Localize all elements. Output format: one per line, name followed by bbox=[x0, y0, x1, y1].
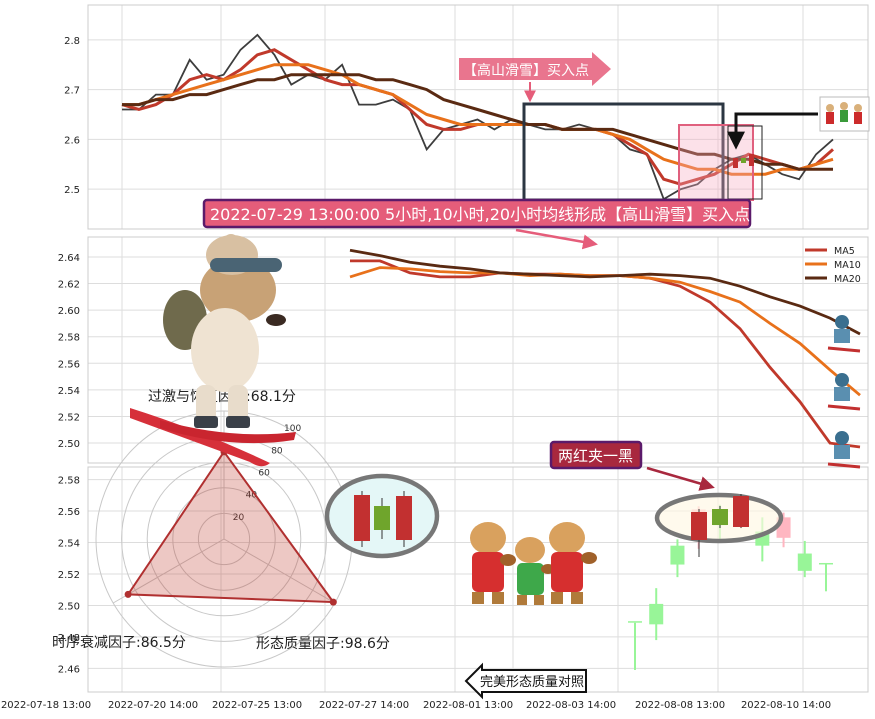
y-tick-label: 2.7 bbox=[64, 86, 80, 97]
x-tick-label: 2022-07-18 13:00 bbox=[1, 700, 91, 711]
dogs-eating-burgers-illustration bbox=[470, 522, 597, 605]
radar-axis-label: 过激与恢复因子:68.1分 bbox=[148, 388, 296, 405]
x-tick-label: 2022-07-20 14:00 bbox=[108, 700, 198, 711]
candle-body bbox=[649, 603, 664, 625]
y-tick-label: 2.58 bbox=[58, 476, 80, 487]
y-tick-label: 2.5 bbox=[64, 185, 80, 196]
y-tick-label: 2.54 bbox=[58, 386, 80, 397]
skiing-dog-icon bbox=[827, 315, 861, 469]
x-axis: 2022-07-18 13:00 2022-07-20 14:00 2022-07-… bbox=[1, 700, 831, 711]
pattern-candle-red bbox=[733, 496, 749, 527]
legend-entry: MA20 bbox=[834, 274, 861, 285]
y-tick-label: 2.48 bbox=[58, 633, 80, 644]
radar-spoke bbox=[112, 538, 225, 604]
legend-entry: MA10 bbox=[834, 260, 861, 271]
radar-area bbox=[126, 450, 336, 604]
x-tick-label: 2022-08-01 13:00 bbox=[423, 700, 513, 711]
perfect-candle-red bbox=[354, 495, 370, 541]
y-tick-label: 2.56 bbox=[58, 359, 80, 370]
x-tick-label: 2022-08-08 13:00 bbox=[635, 700, 725, 711]
mini-candle-red bbox=[733, 158, 738, 168]
pointer-arrow-to-dogs bbox=[727, 112, 818, 150]
radar-tick-label: 100 bbox=[284, 424, 301, 434]
perfect-candle-red bbox=[396, 496, 412, 540]
radar-spoke bbox=[223, 538, 336, 604]
radar-tick-label: 80 bbox=[271, 446, 283, 456]
x-tick-label: 2022-08-03 14:00 bbox=[526, 700, 616, 711]
radar-tick-label: 40 bbox=[246, 491, 258, 501]
buy-point-label: 【高山滑雪】买入点 bbox=[459, 52, 611, 86]
pattern-candle-green bbox=[712, 509, 728, 525]
series-line-ma10 bbox=[349, 266, 861, 397]
middle-y-axis: 2.50 2.52 2.54 2.56 2.58 2.60 2.62 2.64 bbox=[58, 253, 80, 450]
perfect-pattern-oval bbox=[324, 473, 440, 559]
candle-body bbox=[628, 621, 642, 623]
candle-body bbox=[797, 553, 812, 571]
radar-axis-label: 形态质量因子:98.6分 bbox=[256, 636, 390, 652]
pattern-label-text: 两红夹一黑 bbox=[558, 447, 633, 465]
y-tick-label: 2.64 bbox=[58, 253, 80, 264]
candle-body bbox=[670, 545, 685, 565]
perfect-candle-green bbox=[374, 506, 390, 530]
x-tick-label: 2022-07-27 14:00 bbox=[319, 700, 409, 711]
signal-banner: 2022-07-29 13:00:00 5小时,10小时,20小时均线形成【高山… bbox=[202, 198, 752, 229]
y-tick-label: 2.54 bbox=[58, 539, 80, 550]
dog-trio-icon bbox=[819, 96, 870, 132]
legend: MA5 MA10 MA20 bbox=[805, 246, 861, 285]
y-tick-label: 2.58 bbox=[58, 333, 80, 344]
y-tick-label: 2.56 bbox=[58, 507, 80, 518]
y-tick-label: 2.8 bbox=[64, 36, 80, 47]
radar-axis-label: 时序衰减因子:86.5分 bbox=[52, 634, 186, 651]
middle-panel-frame bbox=[87, 236, 869, 464]
top-y-axis: 2.5 2.6 2.7 2.8 bbox=[64, 36, 80, 196]
y-tick-label: 2.52 bbox=[58, 412, 80, 423]
y-tick-label: 2.52 bbox=[58, 570, 80, 581]
series-line-ma5 bbox=[350, 259, 861, 449]
radar-point bbox=[329, 598, 337, 606]
y-tick-label: 2.62 bbox=[58, 280, 80, 291]
series-line-ma20 bbox=[349, 248, 861, 336]
pattern-label: 两红夹一黑 bbox=[549, 440, 643, 470]
y-tick-label: 2.50 bbox=[58, 439, 80, 450]
candle-body bbox=[819, 562, 833, 565]
y-tick-label: 2.46 bbox=[58, 664, 80, 675]
compare-button-text: 完美形态质量对照 bbox=[480, 675, 584, 690]
radar-point bbox=[124, 590, 132, 598]
y-tick-label: 2.60 bbox=[58, 306, 80, 317]
pattern-label-arrow bbox=[646, 466, 715, 491]
middle-ma-lines bbox=[349, 248, 861, 449]
bottom-y-axis: 2.46 2.48 2.50 2.52 2.54 2.56 2.58 bbox=[58, 476, 80, 676]
buy-point-text: 【高山滑雪】买入点 bbox=[463, 62, 589, 79]
y-tick-label: 2.6 bbox=[64, 135, 80, 146]
radar-tick-label: 60 bbox=[258, 468, 270, 478]
series-line-ma20 bbox=[122, 73, 833, 171]
mini-candle-green bbox=[741, 158, 746, 163]
x-tick-label: 2022-07-25 13:00 bbox=[212, 700, 302, 711]
signal-banner-arrow bbox=[515, 228, 598, 250]
series-line-ma10 bbox=[122, 63, 834, 176]
mini-candle-red bbox=[749, 154, 754, 166]
x-tick-label: 2022-08-10 14:00 bbox=[741, 700, 831, 711]
y-tick-label: 2.50 bbox=[58, 601, 80, 612]
pattern-candle-red bbox=[691, 512, 707, 540]
top-price-lines bbox=[121, 33, 834, 201]
compare-button[interactable]: 完美形态质量对照 bbox=[464, 662, 587, 700]
legend-entry: MA5 bbox=[834, 246, 855, 257]
radar-tick-label: 20 bbox=[233, 513, 245, 523]
skiing-dog-illustration bbox=[130, 234, 296, 467]
mini-pattern-candles bbox=[733, 154, 754, 168]
pattern-oval bbox=[654, 492, 784, 557]
signal-banner-text: 2022-07-29 13:00:00 5小时,10小时,20小时均线形成【高山… bbox=[210, 205, 750, 224]
